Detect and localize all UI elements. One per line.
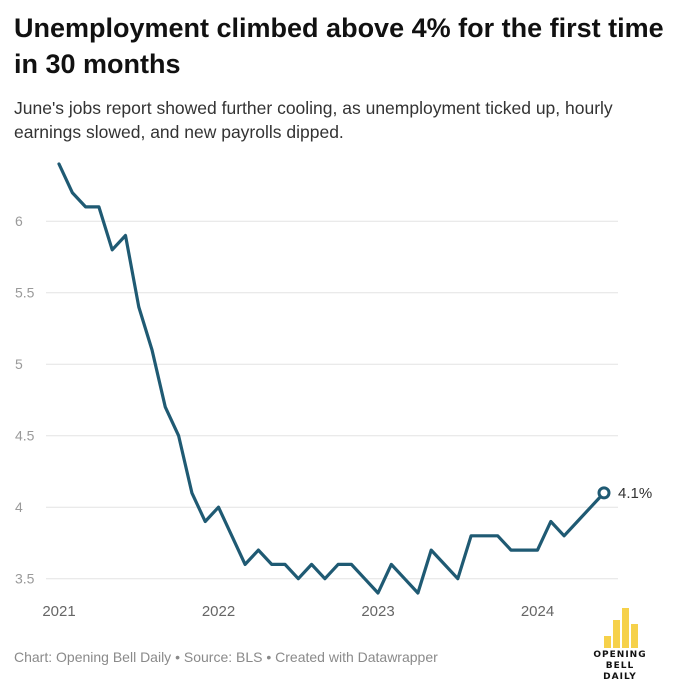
- end-point-marker: [597, 486, 611, 500]
- y-tick-label: 5: [15, 356, 23, 372]
- end-point-label: 4.1%: [618, 485, 652, 502]
- bar-chart-icon: [604, 606, 644, 648]
- chart-title: Unemployment climbed above 4% for the fi…: [14, 13, 664, 79]
- line-chart: 3.5 4 4.5 5 5.5 6 2021 2022 2023 2024 4.1%: [15, 162, 652, 620]
- unemployment-line: [57, 162, 606, 595]
- opening-bell-daily-logo: OPENING BELL DAILY: [582, 606, 658, 682]
- y-tick-label: 3.5: [15, 571, 35, 587]
- y-tick-label: 6: [15, 213, 23, 229]
- x-tick-label: 2024: [521, 603, 554, 620]
- y-tick-label: 4.5: [15, 428, 35, 444]
- chart-subtitle: June's jobs report showed further coolin…: [14, 98, 613, 142]
- y-tick-label: 4: [15, 499, 23, 515]
- logo-line-1: OPENING BELL: [593, 650, 647, 671]
- logo-wordmark: OPENING BELL DAILY: [582, 650, 658, 683]
- chart-credit: Chart: Opening Bell Daily • Source: BLS …: [14, 649, 438, 665]
- x-tick-label: 2021: [42, 603, 75, 620]
- y-tick-label: 5.5: [15, 285, 35, 301]
- logo-line-2: DAILY: [603, 672, 637, 682]
- x-tick-label: 2023: [361, 603, 394, 620]
- x-tick-label: 2022: [202, 603, 235, 620]
